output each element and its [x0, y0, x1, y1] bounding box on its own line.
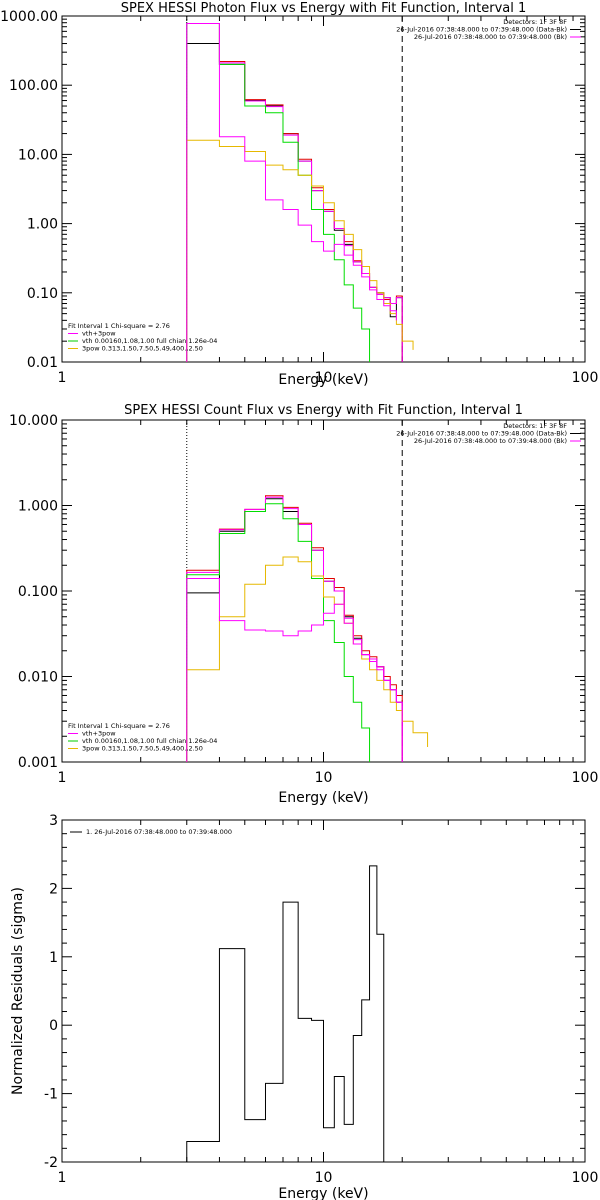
x-tick-label: 10	[315, 1170, 333, 1186]
series-1-histogram	[186, 865, 385, 1162]
legend: 1. 26-Jul-2016 07:38:48.000 to 07:39:48.…	[70, 828, 232, 836]
legend-entry-4: 3pow 0.313,1.50,7.50,5.49,400.,2.50	[82, 345, 203, 353]
y-tick-label: 0.01	[27, 355, 58, 371]
legend-entry-1: 1. 26-Jul-2016 07:38:48.000 to 07:39:48.…	[86, 828, 232, 836]
x-tick-label: 100	[572, 1170, 599, 1186]
header-line-2: 26-Jul-2016 07:38:48.000 to 07:39:48.000…	[396, 26, 567, 34]
legend-entry-2: vth+3pow	[82, 730, 116, 738]
x-axis-label: Energy (keV)	[278, 790, 368, 806]
x-tick-label: 1	[58, 1170, 67, 1186]
header-line-3: 26-Jul-2016 07:38:48.000 to 07:39:48.000…	[414, 437, 567, 445]
y-tick-label: -2	[44, 1155, 58, 1171]
data-series-group	[186, 865, 385, 1162]
x-tick-label: 100	[572, 770, 599, 786]
series-5-histogram	[186, 556, 429, 762]
y-tick-label: 10.00	[18, 147, 58, 163]
legend-entry-1: Fit Interval 1 Chi-square = 2.76	[68, 722, 170, 730]
series-6-histogram	[186, 22, 397, 362]
x-tick-label: 10	[315, 770, 333, 786]
chart-title: SPEX HESSI Photon Flux vs Energy with Fi…	[121, 1, 527, 16]
header-line-3: 26-Jul-2016 07:38:48.000 to 07:39:48.000…	[414, 33, 567, 41]
x-tick-label: 1	[58, 770, 67, 786]
y-tick-label: 10.000	[9, 413, 58, 429]
legend: Fit Interval 1 Chi-square = 2.76vth+3pow…	[68, 722, 217, 753]
chart-title: SPEX HESSI Count Flux vs Energy with Fit…	[124, 403, 523, 418]
series-3-histogram	[186, 22, 403, 362]
y-axis-ticks: 0.001 0.010 0.100 1.000 10.000	[9, 413, 585, 771]
y-tick-label: 2	[49, 881, 58, 897]
y-tick-label: 100.00	[9, 78, 58, 94]
y-tick-label: 0	[49, 1018, 58, 1034]
y-tick-label: 1000.00	[0, 9, 58, 25]
y-tick-label: 0.010	[18, 670, 58, 686]
y-axis-ticks: -2 -1 0 1 2 3	[44, 813, 585, 1171]
y-tick-label: -1	[44, 1087, 58, 1103]
chart-panel-2: SPEX HESSI Count Flux vs Energy with Fit…	[9, 403, 598, 806]
x-axis-ticks: 1 10 100	[58, 420, 599, 786]
y-tick-label: 1.00	[27, 217, 58, 233]
y-tick-label: 0.001	[18, 755, 58, 771]
header-line-1: Detectors: 1F 3F 8F	[503, 18, 567, 26]
x-axis-label: Energy (keV)	[278, 372, 368, 388]
x-tick-label: 1	[58, 370, 67, 386]
x-axis-label: Energy (keV)	[278, 1186, 368, 1200]
series-5-histogram	[186, 139, 414, 362]
legend: Fit Interval 1 Chi-square = 2.76vth+3pow…	[68, 322, 217, 353]
data-series-group	[186, 495, 429, 762]
chart-panel-3: 1 10 100 -2 -1 0 1 2 3 Energy (keV) Normalized Res…	[10, 813, 598, 1200]
y-axis-label: Normalized Residuals (sigma)	[10, 887, 26, 1095]
series-6-histogram	[186, 578, 403, 762]
legend-entry-3: vth 0.00160,1.08,1.00 full chian 1.26e-0…	[82, 337, 217, 345]
y-axis-ticks: 0.01 0.10 1.00 10.00 100.00 1000.00	[0, 9, 585, 371]
y-tick-label: 3	[49, 813, 58, 829]
y-tick-label: 1.000	[18, 499, 58, 515]
legend-entry-4: 3pow 0.313,1.50,7.50,5.49,400.,2.50	[82, 745, 203, 753]
series-4-histogram	[186, 22, 371, 362]
x-tick-label: 10	[315, 370, 333, 386]
x-axis-ticks: 1 10 100	[58, 820, 599, 1186]
y-tick-label: 1	[49, 950, 58, 966]
x-axis-ticks: 1 10 100	[58, 16, 599, 386]
x-tick-label: 100	[572, 370, 599, 386]
y-tick-label: 0.10	[27, 286, 58, 302]
y-tick-label: 0.100	[18, 584, 58, 600]
legend-entry-3: vth 0.00160,1.08,1.00 full chian 1.26e-0…	[82, 737, 217, 745]
series-4-histogram	[186, 503, 371, 762]
legend-entry-2: vth+3pow	[82, 330, 116, 338]
chart-panel-1: SPEX HESSI Photon Flux vs Energy with Fi…	[0, 1, 598, 388]
header-line-2: 26-Jul-2016 07:38:48.000 to 07:39:48.000…	[396, 430, 567, 438]
data-series-group	[186, 22, 414, 362]
header-line-1: Detectors: 1F 3F 8F	[503, 422, 567, 430]
legend-entry-1: Fit Interval 1 Chi-square = 2.76	[68, 322, 170, 330]
